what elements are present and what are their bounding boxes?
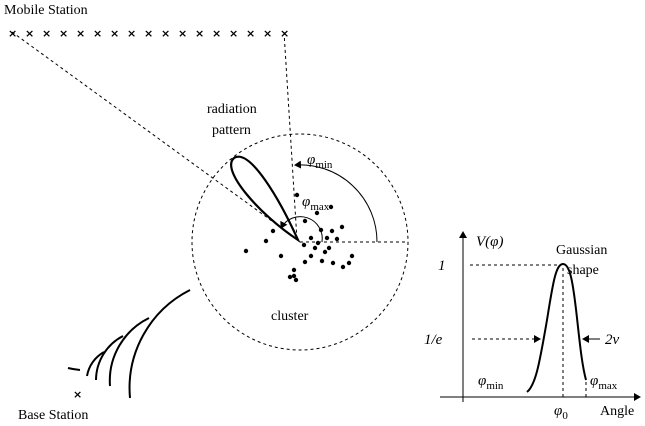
base-station-mark: × bbox=[73, 388, 82, 401]
scatter-point bbox=[312, 245, 318, 251]
right-path-line bbox=[283, 31, 298, 241]
radiation-label-line2: pattern bbox=[212, 123, 251, 138]
mobile-station-cross: × bbox=[280, 27, 289, 40]
v-phi-label: V(φ) bbox=[476, 234, 503, 250]
mobile-station-cross: × bbox=[229, 27, 238, 40]
scatter-points bbox=[243, 192, 355, 283]
scatter-point bbox=[301, 242, 307, 248]
wave-arc-0 bbox=[67, 367, 81, 371]
scatter-point bbox=[291, 273, 297, 279]
scatter-point bbox=[328, 204, 334, 210]
mobile-station-cross: × bbox=[263, 27, 272, 40]
scatter-point bbox=[302, 259, 308, 265]
cluster-circle bbox=[191, 133, 409, 351]
phi0-label: φ0 bbox=[554, 403, 568, 422]
mobile-station-cross: × bbox=[144, 27, 153, 40]
mobile-station-cross: × bbox=[93, 27, 102, 40]
scatter-point bbox=[346, 260, 352, 266]
scatter-point bbox=[322, 249, 328, 255]
cluster-label: cluster bbox=[271, 309, 309, 324]
scatter-point bbox=[270, 228, 276, 234]
mobile-station-cross: × bbox=[42, 27, 51, 40]
mobile-station-cross: × bbox=[161, 27, 170, 40]
scatter-point bbox=[308, 235, 314, 241]
mobile-station-label: Mobile Station bbox=[4, 3, 88, 18]
scatter-point bbox=[263, 238, 269, 244]
scatter-point bbox=[334, 236, 340, 242]
phi-min-arc bbox=[294, 160, 378, 243]
mobile-station-cross: × bbox=[25, 27, 34, 40]
scatter-point bbox=[326, 245, 332, 251]
mobile-station-cross: × bbox=[76, 27, 85, 40]
mobile-station-cross: × bbox=[127, 27, 136, 40]
scatter-point bbox=[329, 228, 335, 234]
mobile-station-cross: × bbox=[178, 27, 187, 40]
scatter-point bbox=[340, 264, 346, 270]
wave-arc-2 bbox=[95, 335, 124, 381]
scatter-point bbox=[287, 274, 293, 280]
scatter-point bbox=[293, 277, 299, 283]
phi-min-label: φmin bbox=[307, 152, 333, 171]
gaussian-curve bbox=[526, 262, 587, 393]
phi-max-label: φmax bbox=[302, 194, 330, 213]
wave-arc-1 bbox=[86, 351, 105, 377]
scatter-point bbox=[291, 267, 297, 273]
scatter-point bbox=[302, 218, 308, 224]
scatter-point bbox=[315, 240, 321, 246]
wave-arc-4 bbox=[128, 289, 191, 399]
mobile-station-cross: × bbox=[212, 27, 221, 40]
mobile-station-marks: × × × × × × × × × × × × × × × × × bbox=[8, 27, 289, 40]
mobile-station-cross: × bbox=[8, 27, 17, 40]
one-over-e-label: 1/e bbox=[424, 332, 443, 348]
left-path-line bbox=[11, 31, 299, 241]
scatter-point bbox=[318, 227, 324, 233]
graph-phi-max-label: φmax bbox=[590, 373, 618, 392]
scatter-point bbox=[339, 224, 345, 230]
angle-label: Angle bbox=[600, 404, 634, 419]
wave-arc-3 bbox=[108, 317, 150, 387]
scatter-point bbox=[278, 253, 284, 259]
two-nu-label: 2ν bbox=[605, 332, 620, 348]
scatter-point bbox=[294, 192, 300, 198]
scatter-point bbox=[349, 253, 355, 259]
gaussian-label-line2: shape bbox=[567, 263, 599, 278]
mobile-station-cross: × bbox=[110, 27, 119, 40]
scatter-point bbox=[314, 210, 320, 216]
scatter-point bbox=[243, 248, 249, 254]
graph-phi-min-label: φmin bbox=[478, 373, 504, 392]
gaussian-label-line1: Gaussian bbox=[556, 243, 607, 258]
radiation-pattern-lobe bbox=[230, 155, 301, 244]
mobile-station-cross: × bbox=[246, 27, 255, 40]
scatter-point bbox=[324, 235, 330, 241]
mobile-station-cross: × bbox=[195, 27, 204, 40]
mobile-station-cross: × bbox=[59, 27, 68, 40]
graph-one-label: 1 bbox=[438, 258, 446, 274]
scatter-point bbox=[319, 258, 325, 264]
phi-max-arc bbox=[280, 216, 323, 243]
scatter-point bbox=[330, 260, 336, 266]
base-station-label: Base Station bbox=[18, 408, 88, 423]
scatter-point bbox=[308, 253, 314, 259]
radiation-label-line1: radiation bbox=[207, 102, 257, 117]
